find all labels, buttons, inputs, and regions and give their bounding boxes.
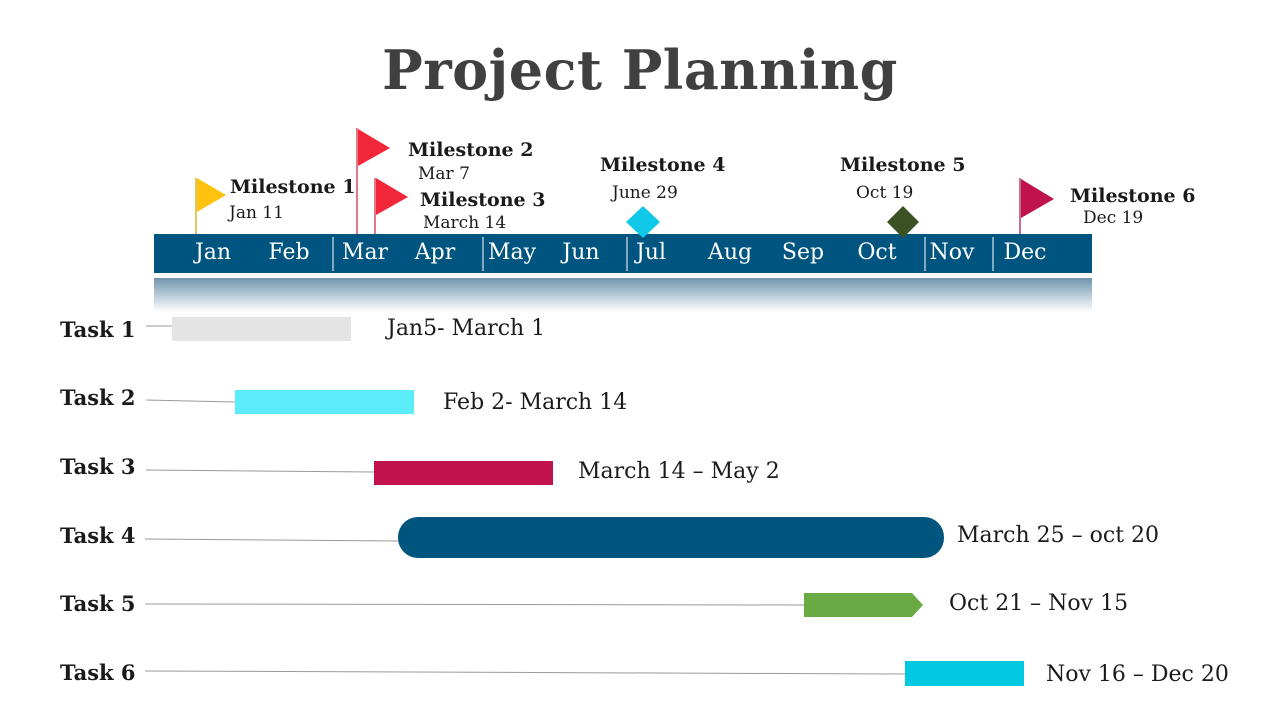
milestone-6-name: Milestone 6	[1070, 185, 1196, 207]
task-4-connector	[144, 538, 399, 542]
month-label-aug: Aug	[707, 240, 753, 265]
task-1-bar	[172, 317, 351, 341]
milestone-2-date: Mar 7	[418, 164, 470, 184]
task-2-range: Feb 2- March 14	[443, 390, 628, 415]
task-3-range: March 14 – May 2	[578, 459, 780, 484]
month-label-oct: Oct	[857, 240, 897, 265]
timeline-bar	[154, 234, 1092, 273]
milestone-1-date: Jan 11	[229, 203, 284, 223]
page-title: Project Planning	[382, 38, 898, 102]
timeline-reflection	[154, 278, 1092, 312]
task-4-range: March 25 – oct 20	[957, 523, 1160, 548]
task-2-connector	[145, 399, 236, 403]
month-label-nov: Nov	[929, 240, 975, 265]
flag-icon	[358, 129, 390, 166]
task-6-range: Nov 16 – Dec 20	[1046, 662, 1229, 687]
milestone-1-name: Milestone 1	[230, 176, 356, 198]
task-4-bar	[398, 517, 944, 558]
task-2-label: Task 2	[60, 385, 136, 410]
month-label-jan: Jan	[194, 240, 232, 265]
milestone-3-name: Milestone 3	[420, 189, 546, 211]
task-5-connector	[144, 603, 805, 606]
milestone-4-date: June 29	[612, 183, 678, 203]
task-1-label: Task 1	[60, 317, 136, 342]
task-4-label: Task 4	[60, 523, 136, 548]
milestone-2-name: Milestone 2	[408, 139, 534, 161]
task-6-label: Task 6	[60, 660, 136, 685]
month-label-mar: Mar	[341, 240, 389, 265]
month-label-apr: Apr	[414, 240, 456, 265]
task-1-range: Jan5- March 1	[387, 316, 546, 341]
milestone-4-marker	[626, 206, 660, 238]
flag-icon	[1021, 179, 1054, 218]
diamond-icon	[887, 206, 919, 238]
milestone-6-marker	[1019, 178, 1054, 234]
month-label-feb: Feb	[268, 240, 310, 265]
month-label-jun: Jun	[562, 240, 600, 265]
milestone-1-marker	[195, 178, 226, 234]
milestone-3-marker	[374, 178, 408, 234]
month-label-may: May	[487, 240, 537, 265]
task-5-label: Task 5	[60, 591, 136, 616]
flag-icon	[197, 178, 226, 212]
task-6-connector	[144, 670, 906, 675]
diamond-icon	[626, 206, 660, 238]
milestone-4-name: Milestone 4	[600, 154, 726, 176]
task-3-bar	[374, 461, 553, 485]
task-6-bar	[905, 661, 1024, 686]
task-3-label: Task 3	[60, 454, 136, 479]
milestone-2-marker	[356, 128, 390, 234]
month-label-dec: Dec	[1003, 240, 1047, 265]
month-label-sep: Sep	[781, 240, 825, 265]
month-label-jul: Jul	[635, 240, 667, 265]
milestone-5-marker	[887, 206, 919, 238]
task-5-bar	[804, 593, 923, 617]
milestone-5-date: Oct 19	[856, 183, 914, 203]
task-2-bar	[235, 390, 414, 414]
task-5-range: Oct 21 – Nov 15	[949, 591, 1129, 616]
flag-icon	[376, 178, 408, 215]
milestone-3-date: March 14	[423, 213, 507, 233]
milestone-6-date: Dec 19	[1083, 208, 1144, 228]
task-3-connector	[145, 469, 375, 473]
milestone-5-name: Milestone 5	[840, 154, 966, 176]
